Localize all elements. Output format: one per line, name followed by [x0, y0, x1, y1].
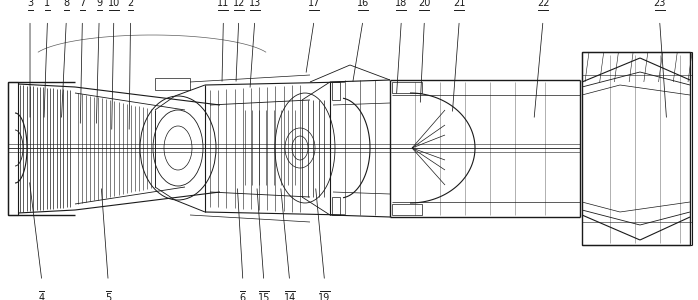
Text: 17: 17 [308, 0, 320, 8]
Bar [332, 82, 340, 100]
Text: 7: 7 [80, 0, 85, 8]
Bar [392, 82, 422, 93]
Text: 9: 9 [96, 0, 102, 8]
Bar [582, 52, 690, 245]
Bar [8, 82, 18, 215]
Bar [155, 78, 190, 90]
Text: 22: 22 [537, 0, 549, 8]
Text: 2: 2 [128, 0, 133, 8]
Text: 21: 21 [453, 0, 466, 8]
Text: 20: 20 [418, 0, 431, 8]
Text: 23: 23 [653, 0, 666, 8]
Text: 12: 12 [232, 0, 245, 8]
Text: 11: 11 [217, 0, 230, 8]
Text: 1: 1 [45, 0, 50, 8]
Text: 8: 8 [64, 0, 69, 8]
Text: 14: 14 [283, 293, 296, 300]
Text: 16: 16 [357, 0, 369, 8]
Text: 18: 18 [395, 0, 408, 8]
Text: 5: 5 [105, 293, 111, 300]
Text: 3: 3 [27, 0, 33, 8]
Text: 4: 4 [39, 293, 45, 300]
Text: 10: 10 [107, 0, 120, 8]
Text: 13: 13 [248, 0, 261, 8]
Text: 6: 6 [240, 293, 246, 300]
Bar [332, 197, 340, 215]
Text: 15: 15 [258, 293, 270, 300]
Text: 19: 19 [318, 293, 331, 300]
Bar [392, 204, 422, 215]
